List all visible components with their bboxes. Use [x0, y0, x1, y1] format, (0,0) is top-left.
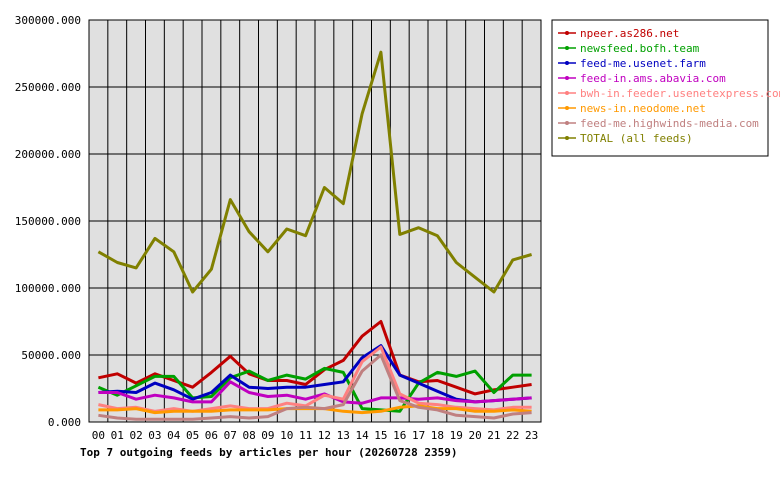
x-tick-label: 09 [261, 429, 274, 442]
x-tick-label: 08 [242, 429, 255, 442]
y-tick-label: 50000.000 [21, 349, 81, 362]
x-tick-label: 12 [318, 429, 331, 442]
x-tick-label: 13 [337, 429, 350, 442]
series-line-4 [98, 345, 532, 413]
legend-marker [565, 121, 569, 125]
legend [551, 19, 769, 157]
legend-marker [565, 76, 569, 80]
plot-frame [88, 19, 542, 423]
x-tick-label: 03 [148, 429, 161, 442]
x-tick-label: 05 [186, 429, 199, 442]
y-tick-label: 100000.000 [15, 282, 81, 295]
x-tick-label: 11 [299, 429, 312, 442]
y-tick-label: 250000.000 [15, 81, 81, 94]
x-tick-label: 14 [355, 429, 369, 442]
legend-marker [565, 61, 569, 65]
x-tick-label: 04 [167, 429, 181, 442]
legend-label: feed-me.usenet.farm [580, 57, 706, 70]
x-tick-label: 00 [92, 429, 105, 442]
series-line-1 [97, 366, 532, 413]
legend-label: feed-me.highwinds-media.com [580, 117, 759, 130]
series-line-6 [98, 353, 532, 421]
x-tick-label: 02 [129, 429, 142, 442]
legend-marker [565, 136, 569, 140]
series-line-3 [98, 380, 532, 405]
chart-title: Top 7 outgoing feeds by articles per hou… [80, 446, 458, 459]
legend-label: npeer.as286.net [580, 27, 679, 40]
legend-label: TOTAL (all feeds) [580, 132, 693, 145]
legend-label: feed-in.ams.abavia.com [580, 72, 726, 85]
legend-label: newsfeed.bofh.team [580, 42, 700, 55]
x-tick-label: 15 [374, 429, 387, 442]
y-tick-label: 300000.000 [15, 14, 81, 27]
legend-marker [565, 91, 569, 95]
x-tick-label: 21 [487, 429, 500, 442]
x-tick-label: 19 [450, 429, 463, 442]
legend-marker [565, 106, 569, 110]
series-line-0 [98, 320, 532, 396]
legend-marker [565, 46, 569, 50]
y-tick-label: 0.000 [48, 416, 81, 429]
x-tick-label: 20 [468, 429, 481, 442]
legend-marker [565, 31, 569, 35]
y-tick-label: 200000.000 [15, 148, 81, 161]
x-tick-label: 22 [506, 429, 519, 442]
x-tick-label: 06 [205, 429, 218, 442]
legend-label: bwh-in.feeder.usenetexpress.com [580, 87, 780, 100]
x-tick-label: 18 [431, 429, 444, 442]
x-tick-label: 07 [224, 429, 237, 442]
series-line-7 [97, 50, 533, 294]
x-tick-label: 17 [412, 429, 425, 442]
x-tick-label: 23 [525, 429, 538, 442]
x-tick-label: 01 [111, 429, 124, 442]
legend-label: news-in.neodome.net [580, 102, 706, 115]
x-tick-label: 10 [280, 429, 293, 442]
y-tick-label: 150000.000 [15, 215, 81, 228]
x-tick-label: 16 [393, 429, 406, 442]
